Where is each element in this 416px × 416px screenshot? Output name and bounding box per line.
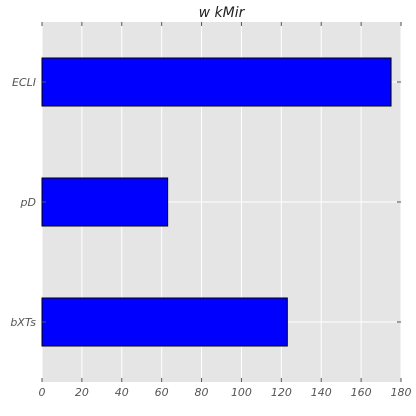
x-tick-label: 160 — [351, 386, 372, 399]
x-tick-label: 20 — [75, 386, 89, 399]
axis-ticks — [41, 22, 402, 382]
x-tick-label: 40 — [115, 386, 129, 399]
x-tick-label: 140 — [311, 386, 332, 399]
bar-pd — [41, 177, 169, 227]
x-tick-label: 60 — [155, 386, 169, 399]
y-tick-label: pD — [20, 196, 36, 209]
chart-title: w kMir — [199, 5, 246, 21]
x-tick-labels: 0 20 40 60 80 100 120 140 160 180 — [39, 386, 412, 399]
x-tick-label: 180 — [391, 386, 412, 399]
x-tick-label: 100 — [231, 386, 252, 399]
bar-ecli — [41, 57, 392, 107]
x-tick-label: 120 — [271, 386, 292, 399]
x-tick-label: 80 — [195, 386, 209, 399]
y-tick-label: ECLI — [12, 76, 36, 89]
bar-bxts — [41, 297, 288, 347]
x-tick-label: 0 — [39, 386, 46, 399]
y-tick-label: bXTs — [10, 316, 36, 329]
y-tick-labels: ECLI pD bXTs — [10, 76, 36, 329]
bars — [41, 57, 392, 347]
